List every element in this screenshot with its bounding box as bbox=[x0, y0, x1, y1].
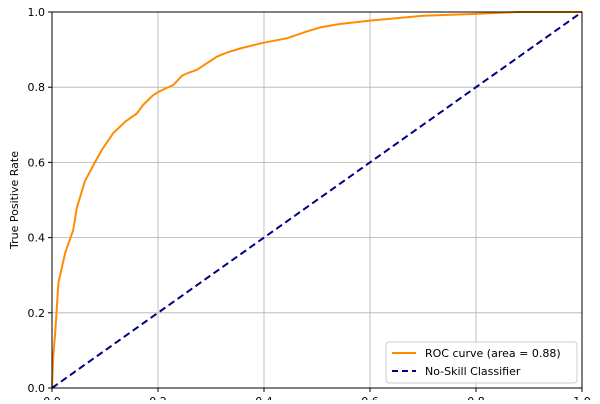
legend-box bbox=[385, 341, 578, 384]
x-tick-label: 0.2 bbox=[149, 395, 167, 400]
y-tick-label: 0.6 bbox=[28, 156, 46, 169]
y-tick-label: 1.0 bbox=[28, 6, 46, 19]
ticks: 0.0 0.2 0.4 0.6 0.8 1.0 0.0 0.2 0.4 0.6 0.8 1.0 bbox=[28, 6, 591, 404]
legend-label-roc: ROC curve (area = 0.88) bbox=[425, 347, 561, 360]
y-axis-label: True Positive Rate bbox=[8, 151, 21, 250]
y-tick-label: 0.0 bbox=[28, 382, 46, 395]
x-tick-label: 0.0 bbox=[43, 395, 61, 400]
no-skill-line bbox=[51, 11, 583, 389]
roc-curve-line bbox=[51, 11, 582, 389]
series-layer bbox=[51, 11, 583, 389]
plot-frame bbox=[51, 11, 583, 389]
legend: ROC curve (area = 0.88) No-Skill Classif… bbox=[385, 341, 578, 384]
legend-label-no-skill: No-Skill Classifier bbox=[425, 365, 521, 378]
x-tick-label: 0.8 bbox=[467, 395, 485, 400]
x-tick-label: 1.0 bbox=[573, 395, 591, 400]
y-tick-label: 0.8 bbox=[28, 81, 46, 94]
x-tick-label: 0.4 bbox=[255, 395, 273, 400]
y-tick-label: 0.2 bbox=[28, 307, 46, 320]
y-tick-label: 0.4 bbox=[28, 232, 46, 245]
x-tick-label: 0.6 bbox=[361, 395, 379, 400]
